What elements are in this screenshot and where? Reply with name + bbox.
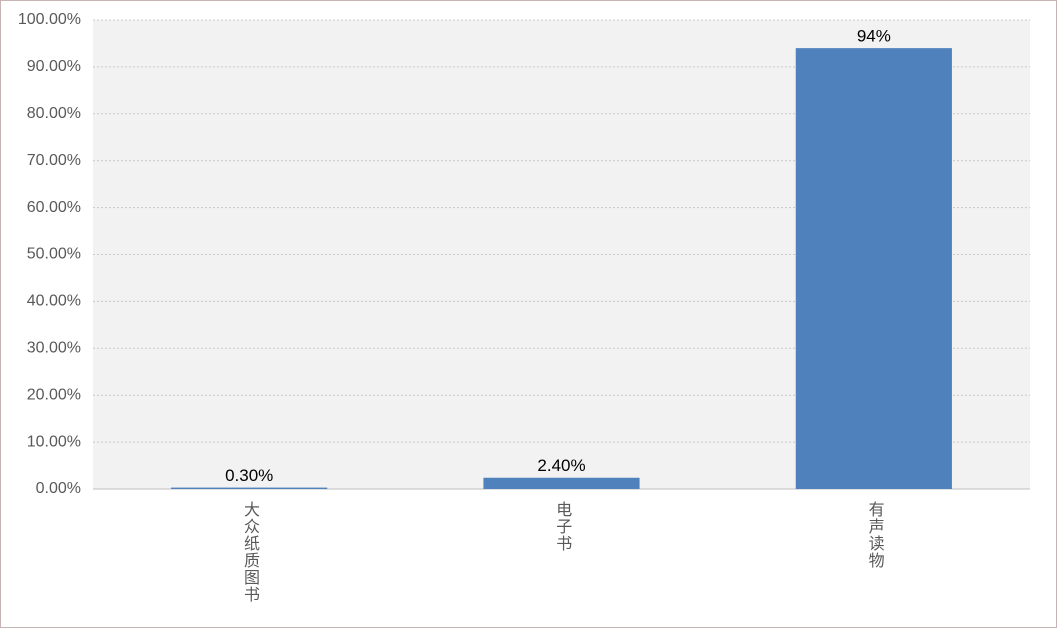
- y-tick-label: 10.00%: [27, 433, 81, 450]
- bar: [171, 487, 328, 489]
- y-tick-label: 20.00%: [27, 386, 81, 403]
- y-tick-label: 40.00%: [27, 293, 81, 310]
- y-tick-label: 100.00%: [18, 11, 81, 28]
- value-label: 94%: [857, 27, 891, 46]
- y-tick-label: 30.00%: [27, 340, 81, 357]
- value-label: 0.30%: [225, 466, 273, 485]
- y-tick-label: 90.00%: [27, 58, 81, 75]
- value-label: 2.40%: [537, 456, 585, 475]
- y-tick-label: 60.00%: [27, 199, 81, 216]
- y-tick-label: 0.00%: [36, 480, 81, 497]
- y-tick-label: 50.00%: [27, 246, 81, 263]
- bar: [483, 477, 640, 489]
- y-tick-label: 70.00%: [27, 152, 81, 169]
- y-tick-label: 80.00%: [27, 105, 81, 122]
- bar: [795, 48, 952, 489]
- x-tick-label: 有声读物: [866, 501, 885, 569]
- x-tick-label: 大众纸质图书: [241, 501, 260, 603]
- x-tick-label: 电子书: [553, 501, 572, 552]
